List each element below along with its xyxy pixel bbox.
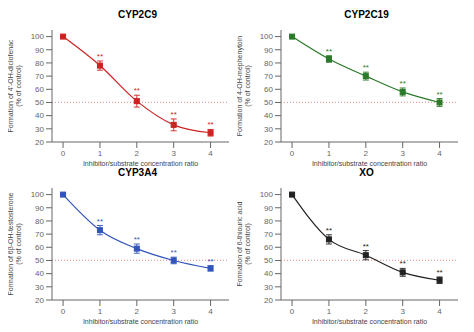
html-text:CYP2C9: CYP2C9 [118, 9, 157, 20]
svg-text:70: 70 [264, 230, 273, 239]
svg-text:Inhibitor/substrate concentrat: Inhibitor/substrate concentration ratio [312, 160, 427, 166]
svg-text:50: 50 [264, 256, 273, 265]
svg-text:50: 50 [35, 256, 44, 265]
svg-text:20: 20 [35, 138, 44, 147]
svg-text:**: ** [363, 63, 369, 72]
svg-text:2: 2 [364, 149, 369, 158]
svg-text:Inhibitor/substrate concentrat: Inhibitor/substrate concentration ratio [83, 318, 198, 324]
svg-text:30: 30 [35, 283, 44, 292]
svg-text:**: ** [436, 268, 442, 277]
svg-text:3: 3 [400, 307, 405, 316]
svg-text:70: 70 [35, 72, 44, 81]
svg-text:100: 100 [31, 190, 45, 199]
svg-text:**: ** [207, 120, 213, 129]
svg-text:3: 3 [171, 149, 176, 158]
svg-text:100: 100 [31, 32, 45, 41]
svg-text:0: 0 [290, 307, 295, 316]
svg-text:70: 70 [264, 72, 273, 81]
svg-text:**: ** [207, 257, 213, 266]
svg-text:30: 30 [264, 283, 273, 292]
svg-text:80: 80 [264, 217, 273, 226]
svg-text:50: 50 [35, 98, 44, 107]
svg-text:**: ** [400, 259, 406, 268]
svg-text:3: 3 [171, 307, 176, 316]
svg-text:60: 60 [35, 85, 44, 94]
svg-text:100: 100 [260, 32, 274, 41]
svg-text:90: 90 [35, 204, 44, 213]
svg-text:20: 20 [35, 296, 44, 305]
svg-text:40: 40 [35, 111, 44, 120]
svg-text:**: ** [326, 226, 332, 235]
svg-text:Formation of 4-OH-mephenytoin(: Formation of 4-OH-mephenytoin(% of contr… [237, 36, 252, 136]
svg-text:2: 2 [135, 307, 140, 316]
svg-text:90: 90 [35, 46, 44, 55]
svg-text:**: ** [134, 86, 140, 95]
svg-text:Formation of 6β-OH-testosteron: Formation of 6β-OH-testosterone(% of con… [8, 192, 23, 295]
svg-text:90: 90 [264, 204, 273, 213]
svg-text:4: 4 [208, 149, 213, 158]
svg-text:40: 40 [264, 269, 273, 278]
svg-text:**: ** [400, 79, 406, 88]
html-text:CYP2C19: CYP2C19 [344, 9, 389, 20]
svg-text:60: 60 [264, 85, 273, 94]
svg-text:Inhibitor/substrate concentrat: Inhibitor/substrate concentration ratio [312, 318, 427, 324]
svg-text:20: 20 [264, 296, 273, 305]
svg-text:**: ** [436, 90, 442, 99]
svg-text:60: 60 [264, 243, 273, 252]
svg-text:80: 80 [264, 59, 273, 68]
svg-text:70: 70 [35, 230, 44, 239]
svg-text:**: ** [171, 248, 177, 257]
svg-text:Inhibitor/substrate concentrat: Inhibitor/substrate concentration ratio [83, 160, 198, 166]
svg-text:Formation of 4'-OH-diclofenac(: Formation of 4'-OH-diclofenac(% of contr… [8, 39, 23, 133]
svg-text:80: 80 [35, 217, 44, 226]
svg-text:**: ** [326, 47, 332, 56]
svg-text:0: 0 [61, 149, 66, 158]
svg-text:4: 4 [208, 307, 213, 316]
svg-text:50: 50 [264, 98, 273, 107]
svg-text:4: 4 [437, 307, 442, 316]
svg-text:1: 1 [98, 307, 103, 316]
svg-text:60: 60 [35, 243, 44, 252]
svg-text:Formation of 6-thiouric acid(%: Formation of 6-thiouric acid(% of contro… [237, 201, 252, 286]
svg-text:4: 4 [437, 149, 442, 158]
svg-text:40: 40 [35, 269, 44, 278]
svg-text:100: 100 [260, 190, 274, 199]
svg-text:**: ** [97, 52, 103, 61]
svg-text:**: ** [134, 235, 140, 244]
svg-text:**: ** [363, 242, 369, 251]
svg-text:1: 1 [327, 307, 332, 316]
svg-text:0: 0 [61, 307, 66, 316]
html-text:CYP3A4: CYP3A4 [118, 167, 157, 178]
svg-text:20: 20 [264, 138, 273, 147]
svg-text:1: 1 [327, 149, 332, 158]
svg-text:2: 2 [364, 307, 369, 316]
svg-text:1: 1 [98, 149, 103, 158]
html-text:XO: XO [359, 167, 374, 178]
svg-text:3: 3 [400, 149, 405, 158]
svg-text:2: 2 [135, 149, 140, 158]
svg-text:0: 0 [290, 149, 295, 158]
svg-text:**: ** [171, 110, 177, 119]
svg-text:**: ** [97, 217, 103, 226]
svg-text:30: 30 [264, 125, 273, 134]
svg-text:40: 40 [264, 111, 273, 120]
svg-text:80: 80 [35, 59, 44, 68]
svg-text:90: 90 [264, 46, 273, 55]
svg-text:30: 30 [35, 125, 44, 134]
